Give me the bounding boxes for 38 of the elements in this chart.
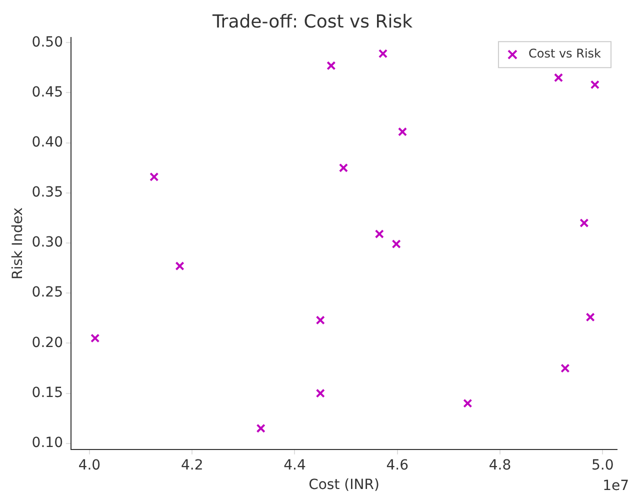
x-tick-label: 4.0 xyxy=(78,457,101,474)
point xyxy=(90,334,100,343)
x-axis-title: Cost (INR) xyxy=(308,477,380,494)
y-axis-title: Risk Index xyxy=(10,207,26,280)
x-tick-label: 4.8 xyxy=(488,457,512,474)
point xyxy=(580,218,589,228)
point xyxy=(338,163,348,172)
point xyxy=(398,127,408,136)
y-tick-label: 0.10 xyxy=(32,435,63,452)
chart-title: Trade-off: Cost vs Risk xyxy=(211,11,414,32)
point xyxy=(175,262,184,271)
point xyxy=(374,229,384,239)
x-tick-label: 4.4 xyxy=(284,457,306,474)
point xyxy=(560,364,570,373)
point xyxy=(256,424,266,433)
point xyxy=(378,49,388,58)
point xyxy=(316,316,325,325)
point xyxy=(586,312,595,322)
point xyxy=(150,172,159,182)
y-tick-label: 0.15 xyxy=(32,384,63,401)
x-tick-label: 4.2 xyxy=(180,457,204,474)
point xyxy=(316,388,325,398)
y-tick-label: 0.30 xyxy=(32,234,63,251)
y-tick-label: 0.25 xyxy=(32,284,63,301)
text: 1e7 xyxy=(602,478,629,494)
x-tick-label: 4.6 xyxy=(386,457,409,474)
y-tick-label: 0.20 xyxy=(32,334,63,351)
point xyxy=(326,61,336,70)
x-tick-label: 5.0 xyxy=(592,457,614,474)
point xyxy=(590,80,600,90)
y-tick-label: 0.40 xyxy=(32,134,63,150)
point xyxy=(554,73,564,82)
legend-label: Cost vs Risk xyxy=(528,46,602,61)
point xyxy=(463,398,472,408)
y-tick-label: 0.50 xyxy=(32,34,63,50)
y-tick-label: 0.45 xyxy=(32,84,63,100)
y-tick-label: 0.35 xyxy=(32,184,63,201)
point xyxy=(392,239,401,249)
